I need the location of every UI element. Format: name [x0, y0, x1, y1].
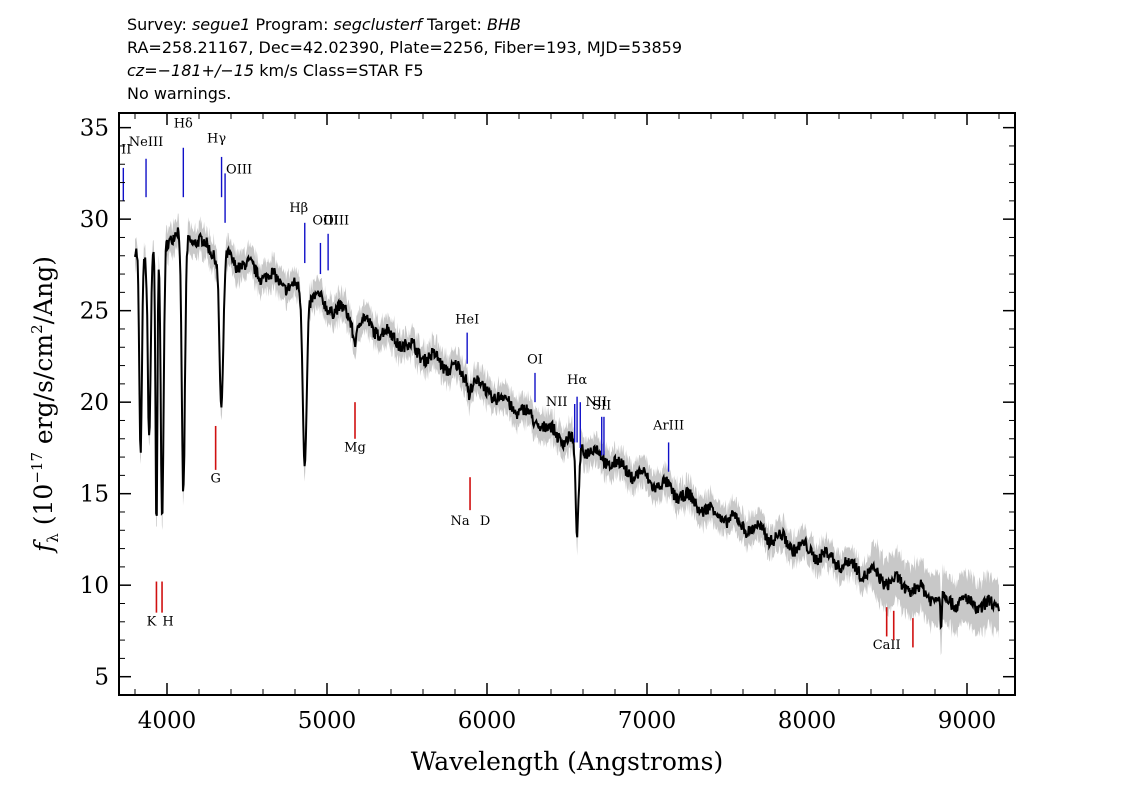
emission-line-label: Hγ	[207, 131, 226, 146]
spectrum-layer	[134, 213, 1000, 656]
x-tick-label: 4000	[138, 708, 197, 734]
emission-line-label: Hβ	[289, 201, 308, 216]
axis-ticks: 4000 5000 6000 7000 8000 9000 5 10 15 20 25 30 35	[80, 113, 1015, 734]
header-line-4: No warnings.	[127, 84, 231, 103]
y-tick-label: 5	[94, 665, 109, 691]
emission-line-label: OIII	[312, 214, 338, 229]
line-markers: IINeIIIHδHγOIIIHβOIIIOIIIHeIOINIIHαNIISI…	[121, 117, 914, 653]
emission-line-label: HeI	[455, 312, 479, 327]
absorption-line-label: Na	[450, 514, 469, 529]
x-tick-label: 6000	[458, 708, 517, 734]
x-axis-title: Wavelength (Angstroms)	[411, 747, 723, 776]
redshift-value: cz=−181+/−15	[127, 61, 254, 80]
y-tick-label: 35	[80, 116, 109, 142]
program-value: segclusterf	[334, 15, 425, 34]
emission-line-label: Hδ	[174, 117, 193, 132]
emission-line-label: NII	[585, 395, 607, 410]
emission-line-label: Hα	[567, 373, 587, 388]
emission-line-label: OI	[527, 353, 543, 368]
header-line-3: cz=−181+/−15 km/s Class=STAR F5	[127, 61, 424, 80]
absorption-line-label: H	[162, 614, 173, 629]
absorption-line-label: D	[480, 514, 490, 529]
emission-line-label: OIII	[226, 162, 252, 177]
y-tick-label: 25	[80, 299, 109, 325]
emission-line-label: NII	[546, 395, 568, 410]
spectrum-line	[134, 227, 1000, 630]
emission-line-label: NeIII	[129, 135, 163, 150]
absorption-line-label: Mg	[344, 441, 366, 456]
absorption-line-label: CaII	[873, 638, 901, 653]
absorption-line-label: G	[210, 472, 220, 487]
y-tick-label: 15	[80, 482, 109, 508]
y-axis-title: fλ (10−17 erg/s/cm2/Ang)	[28, 256, 62, 554]
x-tick-label: 7000	[618, 708, 677, 734]
x-tick-label: 9000	[938, 708, 997, 734]
y-tick-label: 30	[80, 207, 109, 233]
emission-line-label: ArIII	[652, 419, 684, 434]
error-band	[135, 213, 999, 656]
y-tick-label: 10	[80, 573, 109, 599]
plot-frame	[118, 112, 1016, 696]
y-tick-label: 20	[80, 390, 109, 416]
absorption-line-label: K	[147, 614, 157, 629]
x-tick-label: 5000	[298, 708, 357, 734]
target-value: BHB	[487, 15, 521, 34]
emission-line-label: II	[121, 142, 131, 157]
survey-value: segue1	[192, 15, 251, 34]
emission-line-label: OIII	[323, 214, 349, 229]
header-line-1: Survey: segue1 Program: segclusterf Targ…	[127, 15, 521, 34]
header-line-2: RA=258.21167, Dec=42.02390, Plate=2256, …	[127, 38, 682, 57]
emission-line-label: SII	[592, 398, 611, 413]
x-tick-label: 8000	[778, 708, 837, 734]
